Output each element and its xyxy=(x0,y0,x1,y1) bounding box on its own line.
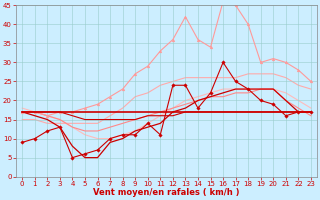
X-axis label: Vent moyen/en rafales ( km/h ): Vent moyen/en rafales ( km/h ) xyxy=(93,188,240,197)
